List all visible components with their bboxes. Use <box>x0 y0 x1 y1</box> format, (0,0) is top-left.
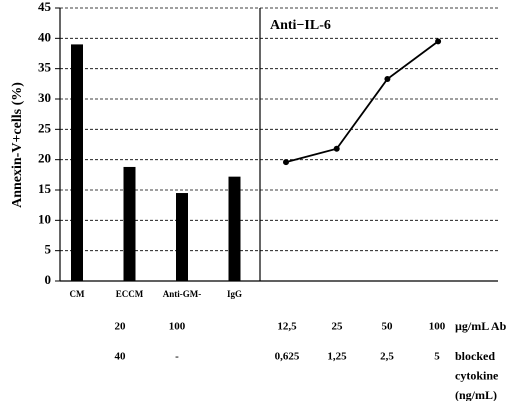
unit-label: blocked <box>455 349 495 363</box>
table-cell: 5 <box>434 351 440 363</box>
unit-label: (ng/mL) <box>455 388 497 401</box>
x-tick-label: ECCM <box>116 289 144 299</box>
unit-label: µg/mL Ab <box>455 319 507 333</box>
y-tick-label: 35 <box>38 60 52 75</box>
table-cell: 25 <box>332 321 344 333</box>
x-tick-label: CM <box>70 289 85 299</box>
x-tick-label: IgG <box>227 289 242 299</box>
bar <box>176 193 188 281</box>
panel-title: Anti−IL-6 <box>270 18 331 33</box>
table-cell: 1,25 <box>327 351 347 363</box>
y-tick-label: 30 <box>38 90 51 105</box>
unit-label: cytokine <box>455 368 499 382</box>
bar <box>71 44 83 282</box>
y-tick-label: 40 <box>38 29 51 44</box>
table-cell: 2,5 <box>380 351 394 363</box>
table-cell: - <box>175 351 179 363</box>
y-tick-label: 0 <box>45 272 52 287</box>
point <box>333 145 340 152</box>
table-cell: 20 <box>115 321 127 333</box>
table-cell: 12,5 <box>277 321 297 333</box>
y-tick-label: 20 <box>38 151 51 166</box>
point <box>283 159 289 166</box>
y-tick-label: 45 <box>38 0 52 14</box>
point <box>435 38 442 45</box>
table-cell: 100 <box>169 321 186 333</box>
y-axis-label: Annexin-V+cells (%) <box>10 82 25 208</box>
point <box>384 75 391 82</box>
bar <box>123 166 136 281</box>
y-tick-label: 15 <box>38 181 52 196</box>
bar <box>228 176 241 281</box>
table-cell: 0,625 <box>275 351 300 363</box>
y-tick-label: 10 <box>38 211 51 226</box>
y-tick-label: 5 <box>45 242 52 257</box>
table-cell: 50 <box>382 321 394 333</box>
table-cell: 100 <box>429 321 446 333</box>
line <box>285 40 439 163</box>
x-tick-label: Anti-GM- <box>163 289 202 299</box>
y-tick-label: 25 <box>38 120 52 135</box>
table-cell: 40 <box>115 351 127 363</box>
